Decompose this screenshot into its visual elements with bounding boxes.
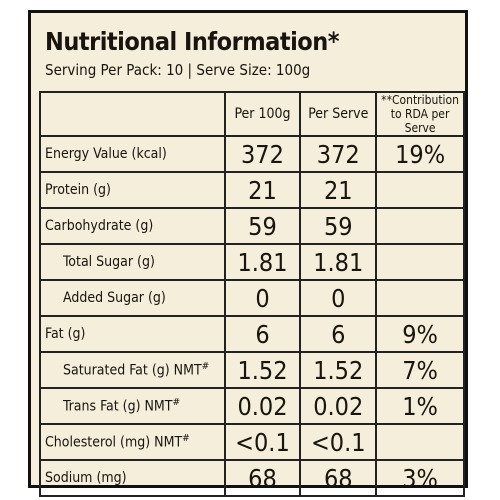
row-label: Protein (g) (39, 171, 226, 209)
label-text: Protein (g) (45, 182, 111, 198)
header-row: Per 100g Per Serve **Contribution to RDA… (39, 91, 465, 137)
row-label: Added Sugar (g) (39, 279, 226, 317)
label-text: Cholesterol (mg) NMT (45, 434, 183, 451)
value-cell: 1.52 (299, 351, 378, 389)
value-cell: 9% (375, 315, 465, 353)
label-text: Total Sugar (g) (63, 254, 155, 270)
value-cell: 6 (223, 315, 302, 353)
value-cell: 1.81 (299, 243, 378, 281)
row-label: Sodium (mg) (39, 459, 226, 497)
value-cell: 7% (375, 351, 465, 389)
row: Energy Value (kcal) 372 372 19% (39, 135, 465, 173)
value-cell: 59 (299, 207, 378, 245)
value-cell: 21 (299, 171, 378, 209)
value-cell (375, 423, 465, 461)
value-cell (375, 207, 465, 245)
row: Added Sugar (g) 0 0 (39, 279, 465, 317)
label-text: Energy Value (kcal) (45, 146, 167, 162)
value-cell: 21 (223, 171, 302, 209)
value-cell (375, 279, 465, 317)
value-cell: 0.02 (223, 387, 302, 425)
row-label: Fat (g) (39, 315, 226, 353)
subtitle: Serving Per Pack: 10 | Serve Size: 100g (45, 61, 311, 79)
title: Nutritional Information* (45, 27, 340, 56)
row: Cholesterol (mg) NMT# <0.1 <0.1 (39, 423, 465, 461)
value-cell: 68 (299, 459, 378, 497)
label-text: Fat (g) (45, 326, 86, 342)
value-cell (375, 171, 465, 209)
value-cell: 59 (223, 207, 302, 245)
value-cell: <0.1 (299, 423, 378, 461)
footnote-mark: # (172, 397, 181, 409)
value-cell: 0.02 (299, 387, 378, 425)
row-label: Energy Value (kcal) (39, 135, 226, 173)
col-head: **Contribution to RDA per Serve (375, 91, 465, 137)
label-text: Sodium (mg) (45, 470, 127, 486)
col-head: Per 100g (223, 91, 302, 137)
value-cell (375, 243, 465, 281)
value-cell: 372 (299, 135, 378, 173)
row: Saturated Fat (g) NMT# 1.52 1.52 7% (39, 351, 465, 389)
value-cell: 68 (223, 459, 302, 497)
row: Fat (g) 6 6 9% (39, 315, 465, 353)
value-cell: 372 (223, 135, 302, 173)
blank-cell (39, 91, 226, 137)
row-label: Total Sugar (g) (39, 243, 226, 281)
value-cell: 19% (375, 135, 465, 173)
value-cell: 1% (375, 387, 465, 425)
nutrition-label: Nutritional Information* Serving Per Pac… (28, 10, 468, 497)
value-cell: 0 (223, 279, 302, 317)
value-cell: 0 (299, 279, 378, 317)
row-label: Trans Fat (g) NMT# (39, 387, 226, 425)
value-cell: 3% (375, 459, 465, 497)
row-label: Carbohydrate (g) (39, 207, 226, 245)
label-text: Saturated Fat (g) NMT (63, 362, 202, 379)
label-text: Trans Fat (g) NMT (63, 398, 173, 415)
label-text: Added Sugar (g) (63, 290, 166, 306)
nutrition-table: Per 100g Per Serve **Contribution to RDA… (39, 91, 465, 497)
row: Protein (g) 21 21 (39, 171, 465, 209)
label-text: Carbohydrate (g) (45, 218, 154, 234)
footnote-mark: # (201, 361, 210, 373)
row-label: Cholesterol (mg) NMT# (39, 423, 226, 461)
footnote-mark: # (182, 433, 190, 445)
row-label: Saturated Fat (g) NMT# (39, 351, 226, 389)
row: Carbohydrate (g) 59 59 (39, 207, 465, 245)
value-cell: 6 (299, 315, 378, 353)
value-cell: 1.52 (223, 351, 302, 389)
value-cell: <0.1 (223, 423, 302, 461)
col-head: Per Serve (299, 91, 378, 137)
value-cell: 1.81 (223, 243, 302, 281)
row: Sodium (mg) 68 68 3% (39, 459, 465, 497)
row: Trans Fat (g) NMT# 0.02 0.02 1% (39, 387, 465, 425)
row: Total Sugar (g) 1.81 1.81 (39, 243, 465, 281)
